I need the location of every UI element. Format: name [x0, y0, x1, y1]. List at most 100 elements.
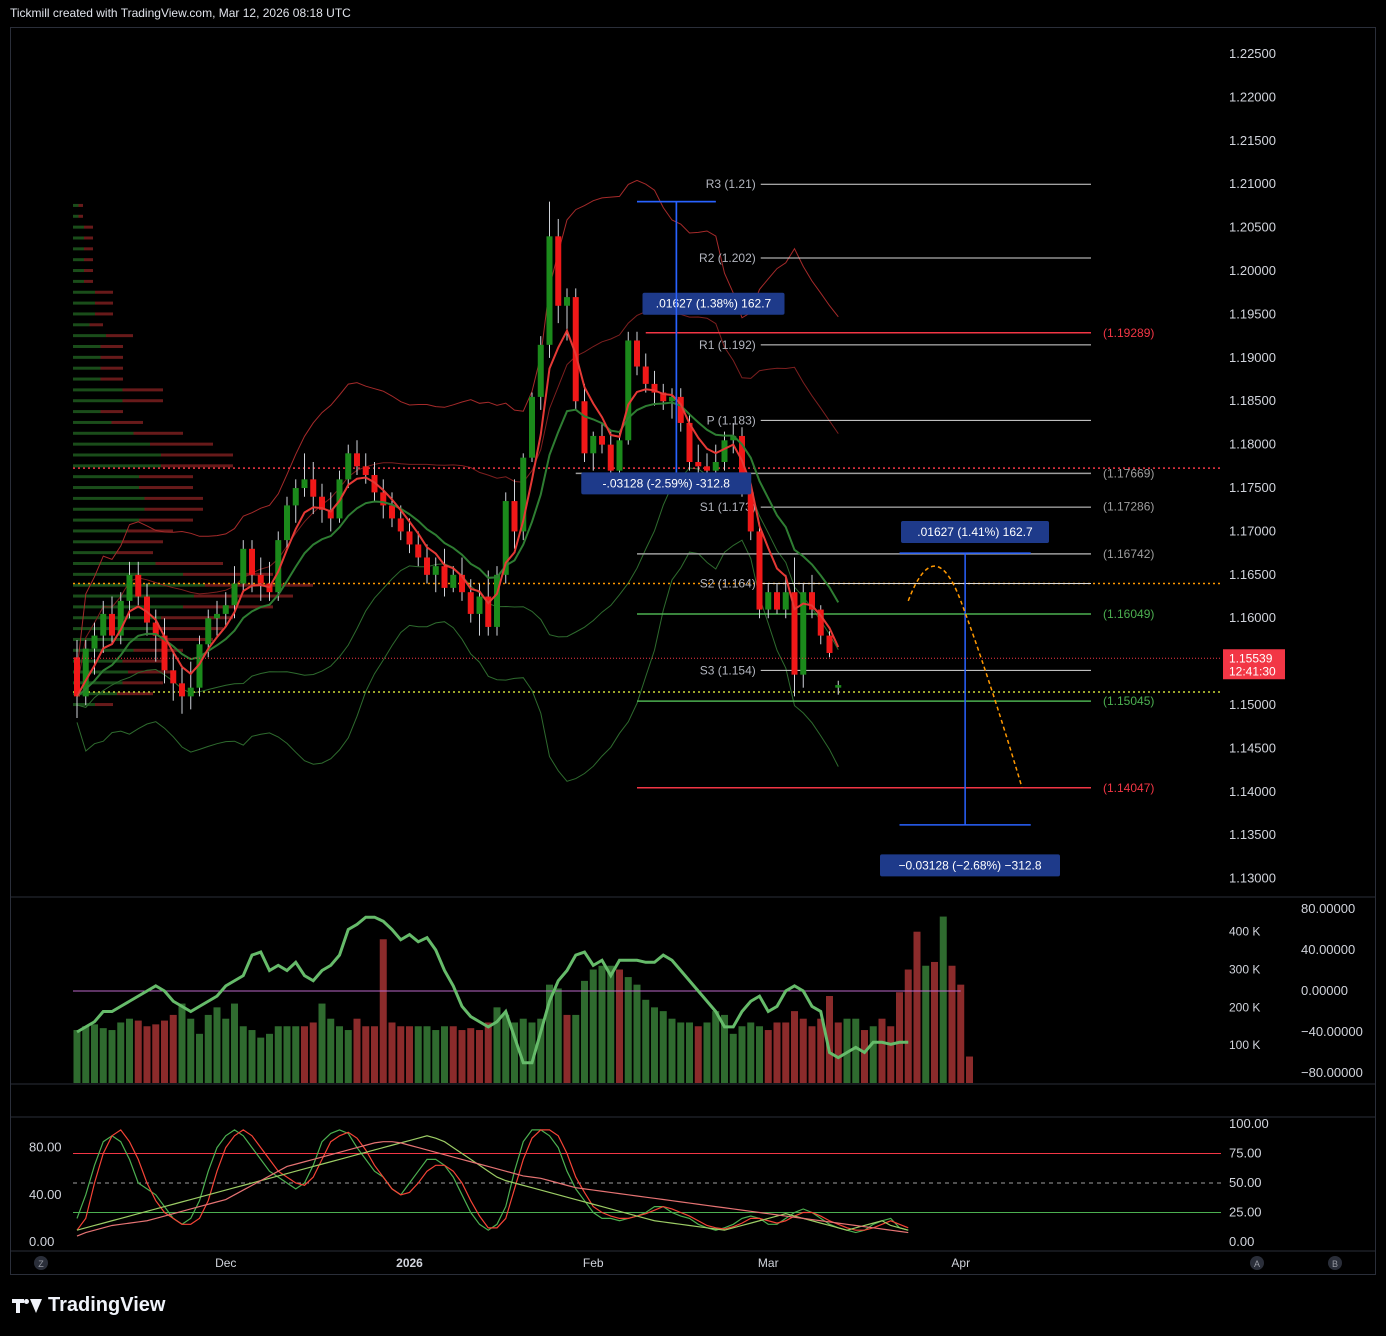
- candle-body: [310, 479, 317, 497]
- price-tick-label: 1.16000: [1229, 610, 1276, 625]
- volume-bar: [651, 1007, 658, 1083]
- volume-bar: [187, 1018, 195, 1083]
- chart-canvas[interactable]: 1.22500 1.22000 1.21500 1.21000 1.20500 1.200…: [11, 28, 1375, 1274]
- volume-bar: [756, 1026, 763, 1083]
- volume-bar: [694, 1026, 702, 1083]
- auto-scale-icon-label: A: [1254, 1259, 1260, 1269]
- volume-profile-bar: [128, 670, 173, 674]
- price-level-label: (1.17669): [1103, 466, 1154, 480]
- candle-body: [231, 583, 238, 606]
- volume-bar: [598, 965, 606, 1083]
- price-tick-label: 1.15000: [1229, 697, 1276, 712]
- volume-bar: [896, 992, 903, 1083]
- volume-profile-bar: [84, 269, 93, 273]
- volume-profile-bar: [89, 323, 103, 327]
- volume-bar: [607, 965, 615, 1083]
- candle-body: [686, 422, 693, 462]
- volume-bar: [423, 1026, 431, 1083]
- volume-profile-bar: [161, 616, 233, 620]
- volume-bar: [204, 1014, 212, 1083]
- candle-body: [817, 609, 824, 636]
- volume-bar: [624, 977, 632, 1083]
- volume-bar: [878, 1018, 886, 1083]
- candle-body: [249, 548, 255, 575]
- volume-bar: [117, 1022, 125, 1083]
- log-scale-icon-label: B: [1332, 1259, 1338, 1269]
- volume-bar: [861, 1030, 868, 1083]
- volume-bar: [493, 1007, 501, 1083]
- chart-frame[interactable]: 1.22500 1.22000 1.21500 1.21000 1.20500 1.200…: [10, 27, 1376, 1275]
- candle-body: [354, 453, 360, 467]
- volume-bar: [327, 1018, 335, 1083]
- measure-down-2-box: [880, 854, 1060, 877]
- volume-bar: [134, 1020, 142, 1083]
- candle-body: [616, 440, 623, 471]
- ema-fast-line: [76, 328, 840, 697]
- current-price-value: 1.15539: [1229, 651, 1273, 665]
- price-tick-label: 1.22000: [1229, 89, 1276, 104]
- volume-profile-bar: [73, 247, 84, 251]
- volume-profile-bar: [122, 681, 163, 685]
- candle-body: [651, 383, 658, 393]
- candle-body: [669, 396, 675, 402]
- candle-body: [205, 618, 212, 645]
- candle-body: [695, 462, 702, 467]
- x-axis-label: 2026: [396, 1256, 423, 1270]
- volume-profile-bar: [139, 518, 193, 522]
- volume-profile-bar: [95, 290, 113, 294]
- volume-profile-bar: [73, 399, 123, 403]
- stochastic-left-label: 0.00: [29, 1234, 54, 1249]
- lower-band-line: [76, 539, 839, 782]
- candle-body: [397, 518, 404, 532]
- price-tick-label: 1.17000: [1229, 523, 1276, 538]
- price-tick-label: 1.14500: [1229, 740, 1276, 755]
- candle-body: [450, 574, 457, 588]
- volume-bar: [178, 1003, 186, 1083]
- candle-body: [625, 340, 632, 441]
- candle-body: [564, 297, 570, 306]
- stochastic-right-label: 25.00: [1229, 1205, 1262, 1220]
- current-price-badge: [1223, 649, 1285, 680]
- candle-body: [642, 366, 649, 384]
- volume-bar: [703, 1022, 711, 1083]
- candle-body: [415, 544, 422, 558]
- volume-profile-bar: [95, 312, 113, 316]
- volume-bar: [231, 1003, 238, 1083]
- price-level-label: (1.19289): [1103, 326, 1154, 340]
- candle-body: [100, 613, 107, 636]
- volume-bar: [712, 1011, 720, 1083]
- volume-profile-bar: [73, 594, 194, 598]
- candle-body: [74, 657, 80, 697]
- volume-bar: [318, 1003, 326, 1083]
- pivot-level-label: S1 (1.173): [700, 500, 756, 514]
- volume-bar: [817, 1018, 825, 1083]
- stochastic-left-label: 40.00: [29, 1187, 62, 1202]
- volume-bar: [344, 1030, 352, 1083]
- volume-bar: [388, 1022, 396, 1083]
- candle-body: [187, 687, 194, 697]
- volume-bar: [248, 1030, 256, 1083]
- volume-profile-bar: [100, 355, 123, 359]
- volume-profile-bar: [73, 551, 117, 555]
- volume-bar: [747, 1022, 755, 1083]
- candle-body: [581, 401, 588, 454]
- volume-bar: [791, 1011, 798, 1083]
- volume-bar: [581, 980, 588, 1083]
- volume-profile-bar: [122, 399, 163, 403]
- candle-body: [152, 622, 159, 636]
- volume-profile-bar: [78, 203, 83, 207]
- volume-bar: [82, 1026, 90, 1083]
- volume-profile-bar: [73, 388, 123, 392]
- candle-body: [765, 592, 772, 610]
- measure-up-2-box: [901, 521, 1049, 544]
- volume-bar: [589, 969, 597, 1083]
- volume-bar: [222, 1018, 230, 1083]
- volume-profile-bar: [139, 486, 193, 490]
- volume-bar: [152, 1024, 160, 1083]
- stochastic-left-label: 80.00: [29, 1140, 62, 1155]
- stochastic-line: [76, 1141, 909, 1237]
- volume-profile-bar: [73, 605, 183, 609]
- candle-body: [222, 605, 229, 614]
- volume-profile-bar: [100, 366, 123, 370]
- volume-bar: [458, 1030, 466, 1083]
